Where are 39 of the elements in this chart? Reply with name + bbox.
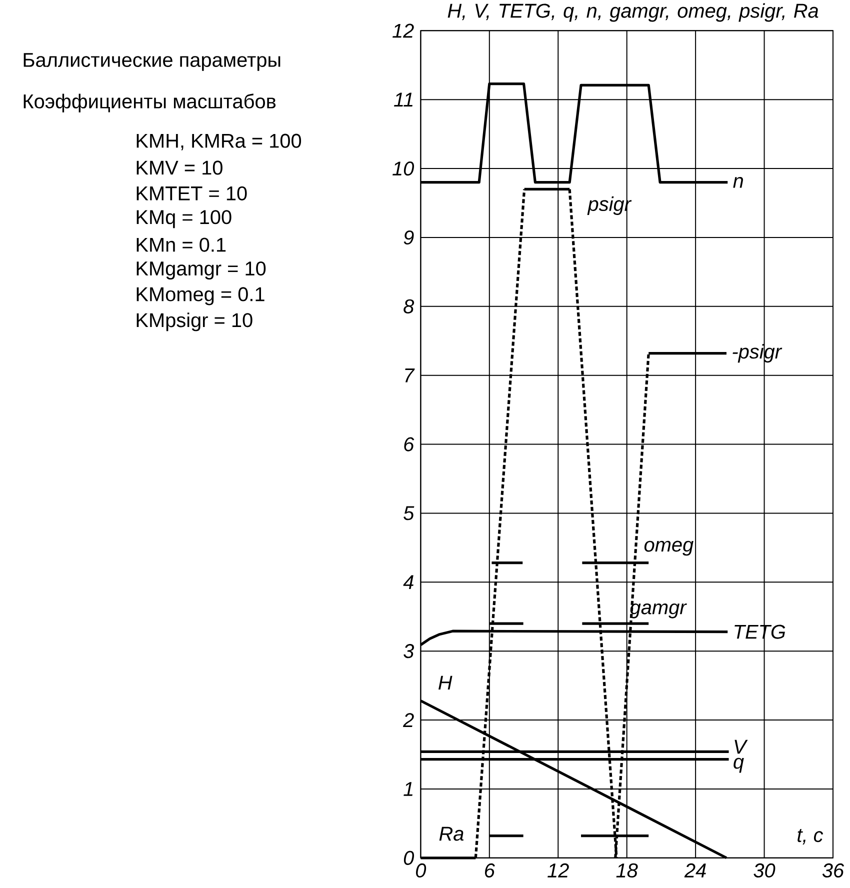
x-tick-label: 30 (754, 863, 776, 878)
y-tick-label: 2 (402, 713, 414, 727)
x-tick-label: 18 (616, 863, 638, 878)
y-axis-title: H, V, TETG, q, n, gamgr, omeg, psigr, Ra (448, 3, 818, 22)
text: KMomeg = 0.1 (136, 287, 264, 306)
y-tick-label: 12 (392, 24, 414, 38)
series-label: Ra (439, 826, 464, 841)
x-tick-label: 36 (822, 863, 844, 878)
x-tick-label: 6 (484, 863, 495, 878)
y-tick-label: 6 (404, 437, 414, 452)
text: KMn = 0.1 (136, 238, 226, 252)
y-tick-label: 7 (405, 368, 415, 382)
y-tick-label: 3 (404, 644, 414, 658)
y-tick-label: 0 (404, 850, 414, 865)
y-tick-label: 10 (392, 162, 414, 176)
series-label: H (438, 676, 452, 690)
text: Баллистические параметры (24, 53, 280, 71)
y-tick-label: 5 (404, 506, 414, 520)
text: KMgamgr = 10 (136, 261, 266, 280)
x-axis-title: t, c (798, 829, 824, 844)
y-tick-label: 11 (394, 92, 412, 106)
text: Коэффициенты масштабов (24, 94, 276, 112)
y-tick-label: 9 (404, 230, 414, 245)
text: KMq = 100 (136, 210, 232, 228)
series-label: V (734, 740, 748, 754)
text: KMH, KMRa = 100 (136, 134, 302, 150)
series-label: gamgr (630, 603, 687, 618)
text: KMTET = 10 (136, 186, 247, 200)
y-tick-label: 1 (404, 782, 412, 796)
x-tick-label: 24 (684, 863, 706, 878)
text: KMpsigr = 10 (136, 312, 252, 332)
series-label: n (733, 176, 743, 188)
series-label: omeg (644, 540, 694, 556)
y-tick-label: 8 (404, 299, 414, 314)
text: KMV = 10 (136, 160, 222, 175)
y-tick-label: 4 (403, 575, 414, 590)
x-tick-label: 12 (548, 863, 569, 878)
x-tick-label: 0 (416, 863, 426, 878)
series-label: q (734, 758, 744, 773)
